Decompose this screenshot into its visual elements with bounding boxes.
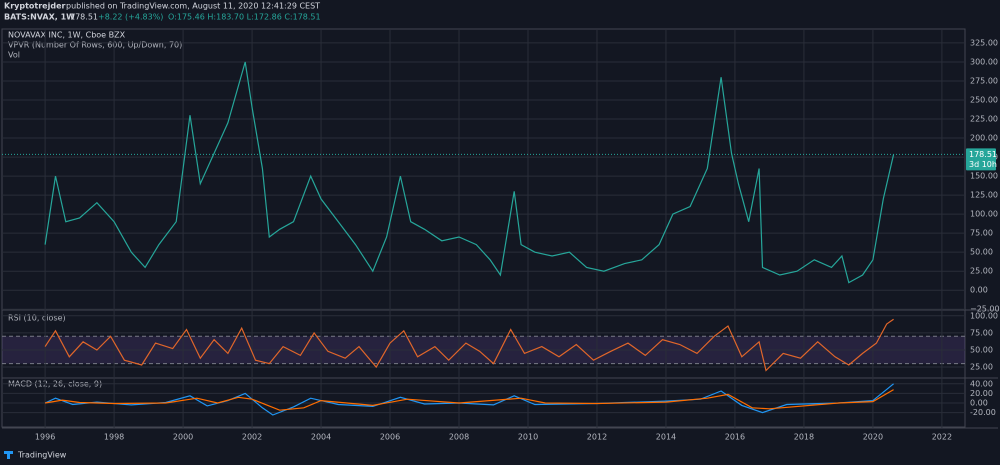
- y-tick-label: 75.00: [970, 328, 993, 337]
- y-tick-label: 50.00: [970, 345, 993, 354]
- y-tick-label: 0.00: [970, 399, 988, 408]
- x-tick-label: 2020: [863, 433, 883, 442]
- annotation: Vol: [8, 51, 20, 60]
- series-line: [45, 389, 894, 411]
- y-tick-label: 50.00: [970, 248, 993, 257]
- x-tick-label: 1998: [104, 433, 124, 442]
- x-tick-label: 2010: [518, 433, 538, 442]
- y-tick-label: 225.00: [970, 115, 998, 124]
- x-tick-label: 2002: [242, 433, 262, 442]
- y-tick-label: -20.00: [970, 408, 996, 417]
- y-tick-label: 40.00: [970, 379, 993, 388]
- symbol: BATS:NVAX, 1W: [4, 13, 75, 22]
- series-line: [44, 318, 894, 372]
- ohlc: O:175.46 H:183.70 L:172.86 C:178.51: [168, 13, 321, 22]
- y-tick-label: 0.00: [970, 286, 988, 295]
- plot-frame: [1, 28, 966, 428]
- x-tick-label: 2016: [725, 433, 745, 442]
- y-tick-label: 125.00: [970, 191, 998, 200]
- x-tick-label: 2018: [794, 433, 814, 442]
- x-tick-label: 2014: [656, 433, 676, 442]
- x-tick-label: 2022: [932, 433, 952, 442]
- y-tick-label: 275.00: [970, 76, 998, 85]
- published: published on TradingView.com, August 11,…: [66, 2, 320, 11]
- chart-subtitle: VPVR (Number Of Rows, 600, Up/Down, 70): [8, 41, 182, 50]
- y-tick-label: 300.00: [970, 57, 998, 66]
- x-tick-label: 2008: [449, 433, 469, 442]
- last-price-label: 178.51: [969, 150, 997, 159]
- x-tick-label: 2004: [311, 433, 331, 442]
- y-tick-label: −25.00: [970, 305, 1000, 314]
- y-tick-label: 25.00: [970, 267, 993, 276]
- x-tick-label: 1996: [35, 433, 55, 442]
- y-tick-label: 200.00: [970, 134, 998, 143]
- last: 178.51: [70, 13, 98, 22]
- chart-title: NOVAVAX INC, 1W, Cboe BZX: [8, 31, 126, 40]
- pane-title: RSI (10, close): [8, 314, 66, 323]
- x-tick-label: 2006: [380, 433, 400, 442]
- series-line: [44, 61, 895, 284]
- last-price-box: [966, 148, 996, 171]
- footer-logo: TradingView: [17, 451, 67, 460]
- y-tick-label: 150.00: [970, 172, 998, 181]
- y-tick-label: 75.00: [970, 229, 993, 238]
- author: Kryptotrejder: [4, 2, 65, 11]
- y-tick-label: 325.00: [970, 38, 998, 47]
- logo-icon: [4, 451, 13, 459]
- countdown-label: 3d 10h: [969, 160, 997, 169]
- y-tick-label: 100.00: [970, 311, 998, 320]
- x-tick-label: 2012: [587, 433, 607, 442]
- x-tick-label: 2000: [173, 433, 193, 442]
- y-tick-label: 25.00: [970, 363, 993, 372]
- change: +8.22 (+4.83%): [98, 13, 163, 22]
- series-line: [44, 383, 894, 416]
- y-tick-label: 250.00: [970, 96, 998, 105]
- y-tick-label: 100.00: [970, 210, 998, 219]
- y-tick-label: 20.00: [970, 389, 993, 398]
